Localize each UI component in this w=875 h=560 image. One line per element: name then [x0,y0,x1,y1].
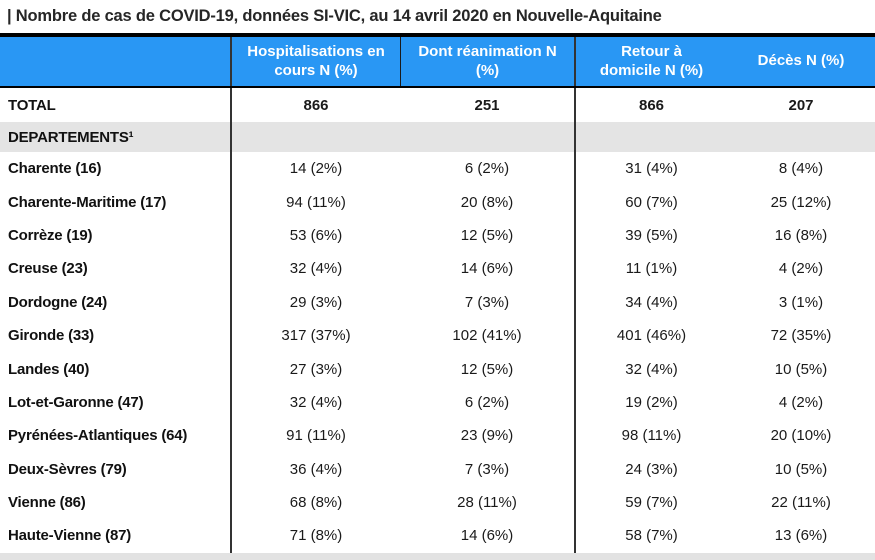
row-label: Haute-Vienne (87) [8,527,132,545]
cell-reanimation: 7 (3%) [464,460,510,478]
next-row-edge-strip [0,552,875,560]
table-row-vienne: Vienne (86) 68 (8%) 28 (11%) 59 (7%) 22 … [0,485,875,520]
row-label: TOTAL [8,96,56,114]
row-label: Lot-et-Garonne (47) [8,393,144,411]
cell-deces: 10 (5%) [774,360,828,378]
cell-reanimation: 28 (11%) [457,494,517,512]
column-header-hospitalisations: Hospitalisations en cours N (%) [230,37,400,86]
cell-retour-domicile: 19 (2%) [574,385,727,420]
table-row-dordogne: Dordogne (24) 29 (3%) 7 (3%) 34 (4%) 3 (… [0,285,875,319]
table-top-rule [0,33,875,37]
cell-deces: 10 (5%) [774,460,828,478]
table-row-correze: Corrèze (19) 53 (6%) 12 (5%) 39 (5%) 16 … [0,218,875,253]
cell-reanimation: 6 (2%) [464,160,510,178]
cell-hospitalisations: 94 (11%) [230,185,400,219]
cell-retour-domicile: 24 (3%) [574,452,727,486]
cell-reanimation: 20 (8%) [460,193,514,211]
table-row-section-departements: DEPARTEMENTS¹ [0,122,875,152]
cell-retour-domicile: 401 (46%) [574,318,727,353]
cell-retour-domicile: 34 (4%) [574,285,727,319]
section-label: DEPARTEMENTS¹ [8,128,134,146]
table-row-landes: Landes (40) 27 (3%) 12 (5%) 32 (4%) 10 (… [0,352,875,386]
table-row-creuse: Creuse (23) 32 (4%) 14 (6%) 11 (1%) 4 (2… [0,252,875,286]
cell-hospitalisations: 68 (8%) [230,485,400,520]
cell-hospitalisations: 29 (3%) [230,285,400,319]
cell-hospitalisations: 71 (8%) [230,519,400,553]
cell-deces: 207 [788,96,814,114]
cell-retour-domicile: 98 (11%) [574,419,727,453]
cell-deces: 8 (4%) [778,160,824,178]
row-label: Charente (16) [8,160,102,178]
cell-reanimation: 14 (6%) [460,527,514,545]
header-bottom-rule [0,86,875,88]
cell-deces: 4 (2%) [778,393,824,411]
table-row-charente: Charente (16) 14 (2%) 6 (2%) 31 (4%) 8 (… [0,152,875,186]
cell-retour-domicile: 31 (4%) [574,152,727,186]
cell-reanimation: 7 (3%) [464,293,510,311]
cell-hospitalisations: 91 (11%) [230,419,400,453]
table-row-pyrenees-atlantiques: Pyrénées-Atlantiques (64) 91 (11%) 23 (9… [0,419,875,453]
row-label: Creuse (23) [8,260,88,278]
cell-retour-domicile: 60 (7%) [574,185,727,219]
cell-hospitalisations: 14 (2%) [230,152,400,186]
row-label: Vienne (86) [8,494,86,512]
header-cell-empty [0,37,230,86]
cell-deces: 22 (11%) [771,494,831,512]
table-row-charente-maritime: Charente-Maritime (17) 94 (11%) 20 (8%) … [0,185,875,219]
cell-hospitalisations: 317 (37%) [230,318,400,353]
row-label: Charente-Maritime (17) [8,193,167,211]
cell-reanimation: 23 (9%) [460,427,514,445]
table-row-total: TOTAL 866 251 866 207 [0,88,875,122]
cell-deces: 16 (8%) [774,226,828,244]
cell-reanimation: 102 (41%) [452,327,522,345]
cell-hospitalisations: 53 (6%) [230,218,400,253]
column-header-deces: Décès N (%) [757,52,845,70]
row-label: Dordogne (24) [8,293,108,311]
column-header-retour-domicile: Retour à domicile N (%) [574,37,727,86]
row-label: Gironde (33) [8,327,94,345]
cell-hospitalisations: 32 (4%) [230,252,400,286]
cell-deces: 72 (35%) [770,327,832,345]
row-label: Deux-Sèvres (79) [8,460,127,478]
row-label: Pyrénées-Atlantiques (64) [8,427,188,445]
table-row-haute-vienne: Haute-Vienne (87) 71 (8%) 14 (6%) 58 (7%… [0,519,875,553]
cell-hospitalisations: 27 (3%) [230,352,400,386]
cell-deces: 25 (12%) [770,193,832,211]
cell-retour-domicile: 59 (7%) [574,485,727,520]
table-row-deux-sevres: Deux-Sèvres (79) 36 (4%) 7 (3%) 24 (3%) … [0,452,875,486]
cell-hospitalisations: 32 (4%) [230,385,400,420]
cell-hospitalisations: 866 [230,88,400,122]
cell-retour-domicile: 58 (7%) [574,519,727,553]
cell-deces: 13 (6%) [774,527,828,545]
cell-deces: 4 (2%) [778,260,824,278]
column-header-reanimation: Dont réanimation N (%) [400,37,574,86]
cell-empty [727,122,875,152]
cell-reanimation: 12 (5%) [460,226,514,244]
cell-empty [230,122,400,152]
table-header-row: Hospitalisations en cours N (%) Dont réa… [0,37,875,86]
cell-reanimation: 12 (5%) [460,360,514,378]
table-row-gironde: Gironde (33) 317 (37%) 102 (41%) 401 (46… [0,318,875,353]
cell-retour-domicile: 11 (1%) [574,252,727,286]
cell-reanimation: 14 (6%) [460,260,514,278]
cell-retour-domicile: 866 [574,88,727,122]
cell-deces: 3 (1%) [778,293,824,311]
cell-retour-domicile: 39 (5%) [574,218,727,253]
cell-empty [400,122,574,152]
cell-reanimation: 251 [474,96,500,114]
cell-empty [574,122,727,152]
cell-deces: 20 (10%) [770,427,832,445]
page-title: | Nombre de cas de COVID-19, données SI-… [7,7,662,25]
cell-hospitalisations: 36 (4%) [230,452,400,486]
row-label: Corrèze (19) [8,226,93,244]
row-label: Landes (40) [8,360,90,378]
cell-reanimation: 6 (2%) [464,393,510,411]
table-row-lot-et-garonne: Lot-et-Garonne (47) 32 (4%) 6 (2%) 19 (2… [0,385,875,420]
cell-retour-domicile: 32 (4%) [574,352,727,386]
